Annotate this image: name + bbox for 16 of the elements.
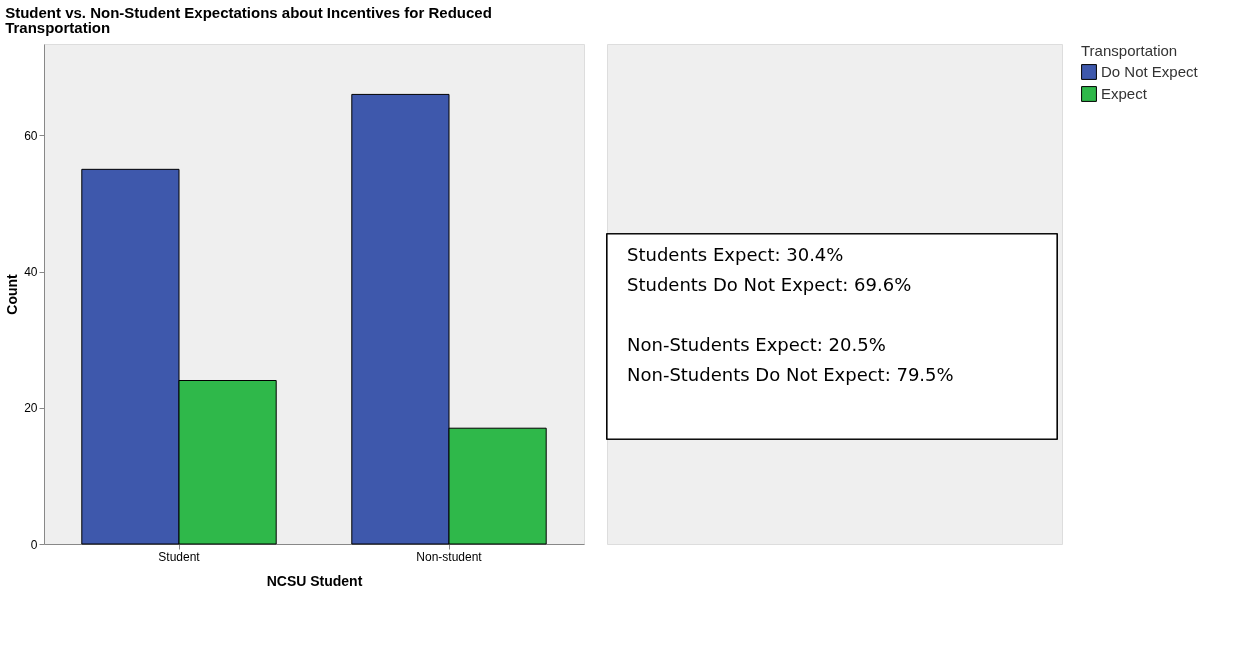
text: Non-Students Do Not Expect: 79.5% (627, 364, 954, 385)
text: Students Expect: 30.4% (627, 244, 844, 265)
y-tick-label: 20 (24, 401, 38, 416)
y-axis-title: Count (4, 273, 21, 315)
y-tick-label: 60 (24, 128, 38, 143)
text: Non-Students Expect: 20.5% (627, 334, 886, 355)
y-tick-label: 40 (24, 265, 38, 280)
chart-title: Student vs. Non-Student Expectations about Incentives for Reduced Transportation (5, 3, 492, 36)
legend-title: Transportation (1081, 42, 1178, 59)
x-tick-label: Non-student (416, 549, 483, 564)
x-axis-title: NCSU Student (266, 572, 363, 589)
legend-label: Expect (1101, 85, 1148, 102)
y-tick-label: 0 (30, 537, 38, 552)
legend-label: Do Not Expect (1101, 63, 1199, 80)
x-tick-label: Student (158, 549, 201, 564)
text: Students Do Not Expect: 69.6% (627, 274, 912, 295)
